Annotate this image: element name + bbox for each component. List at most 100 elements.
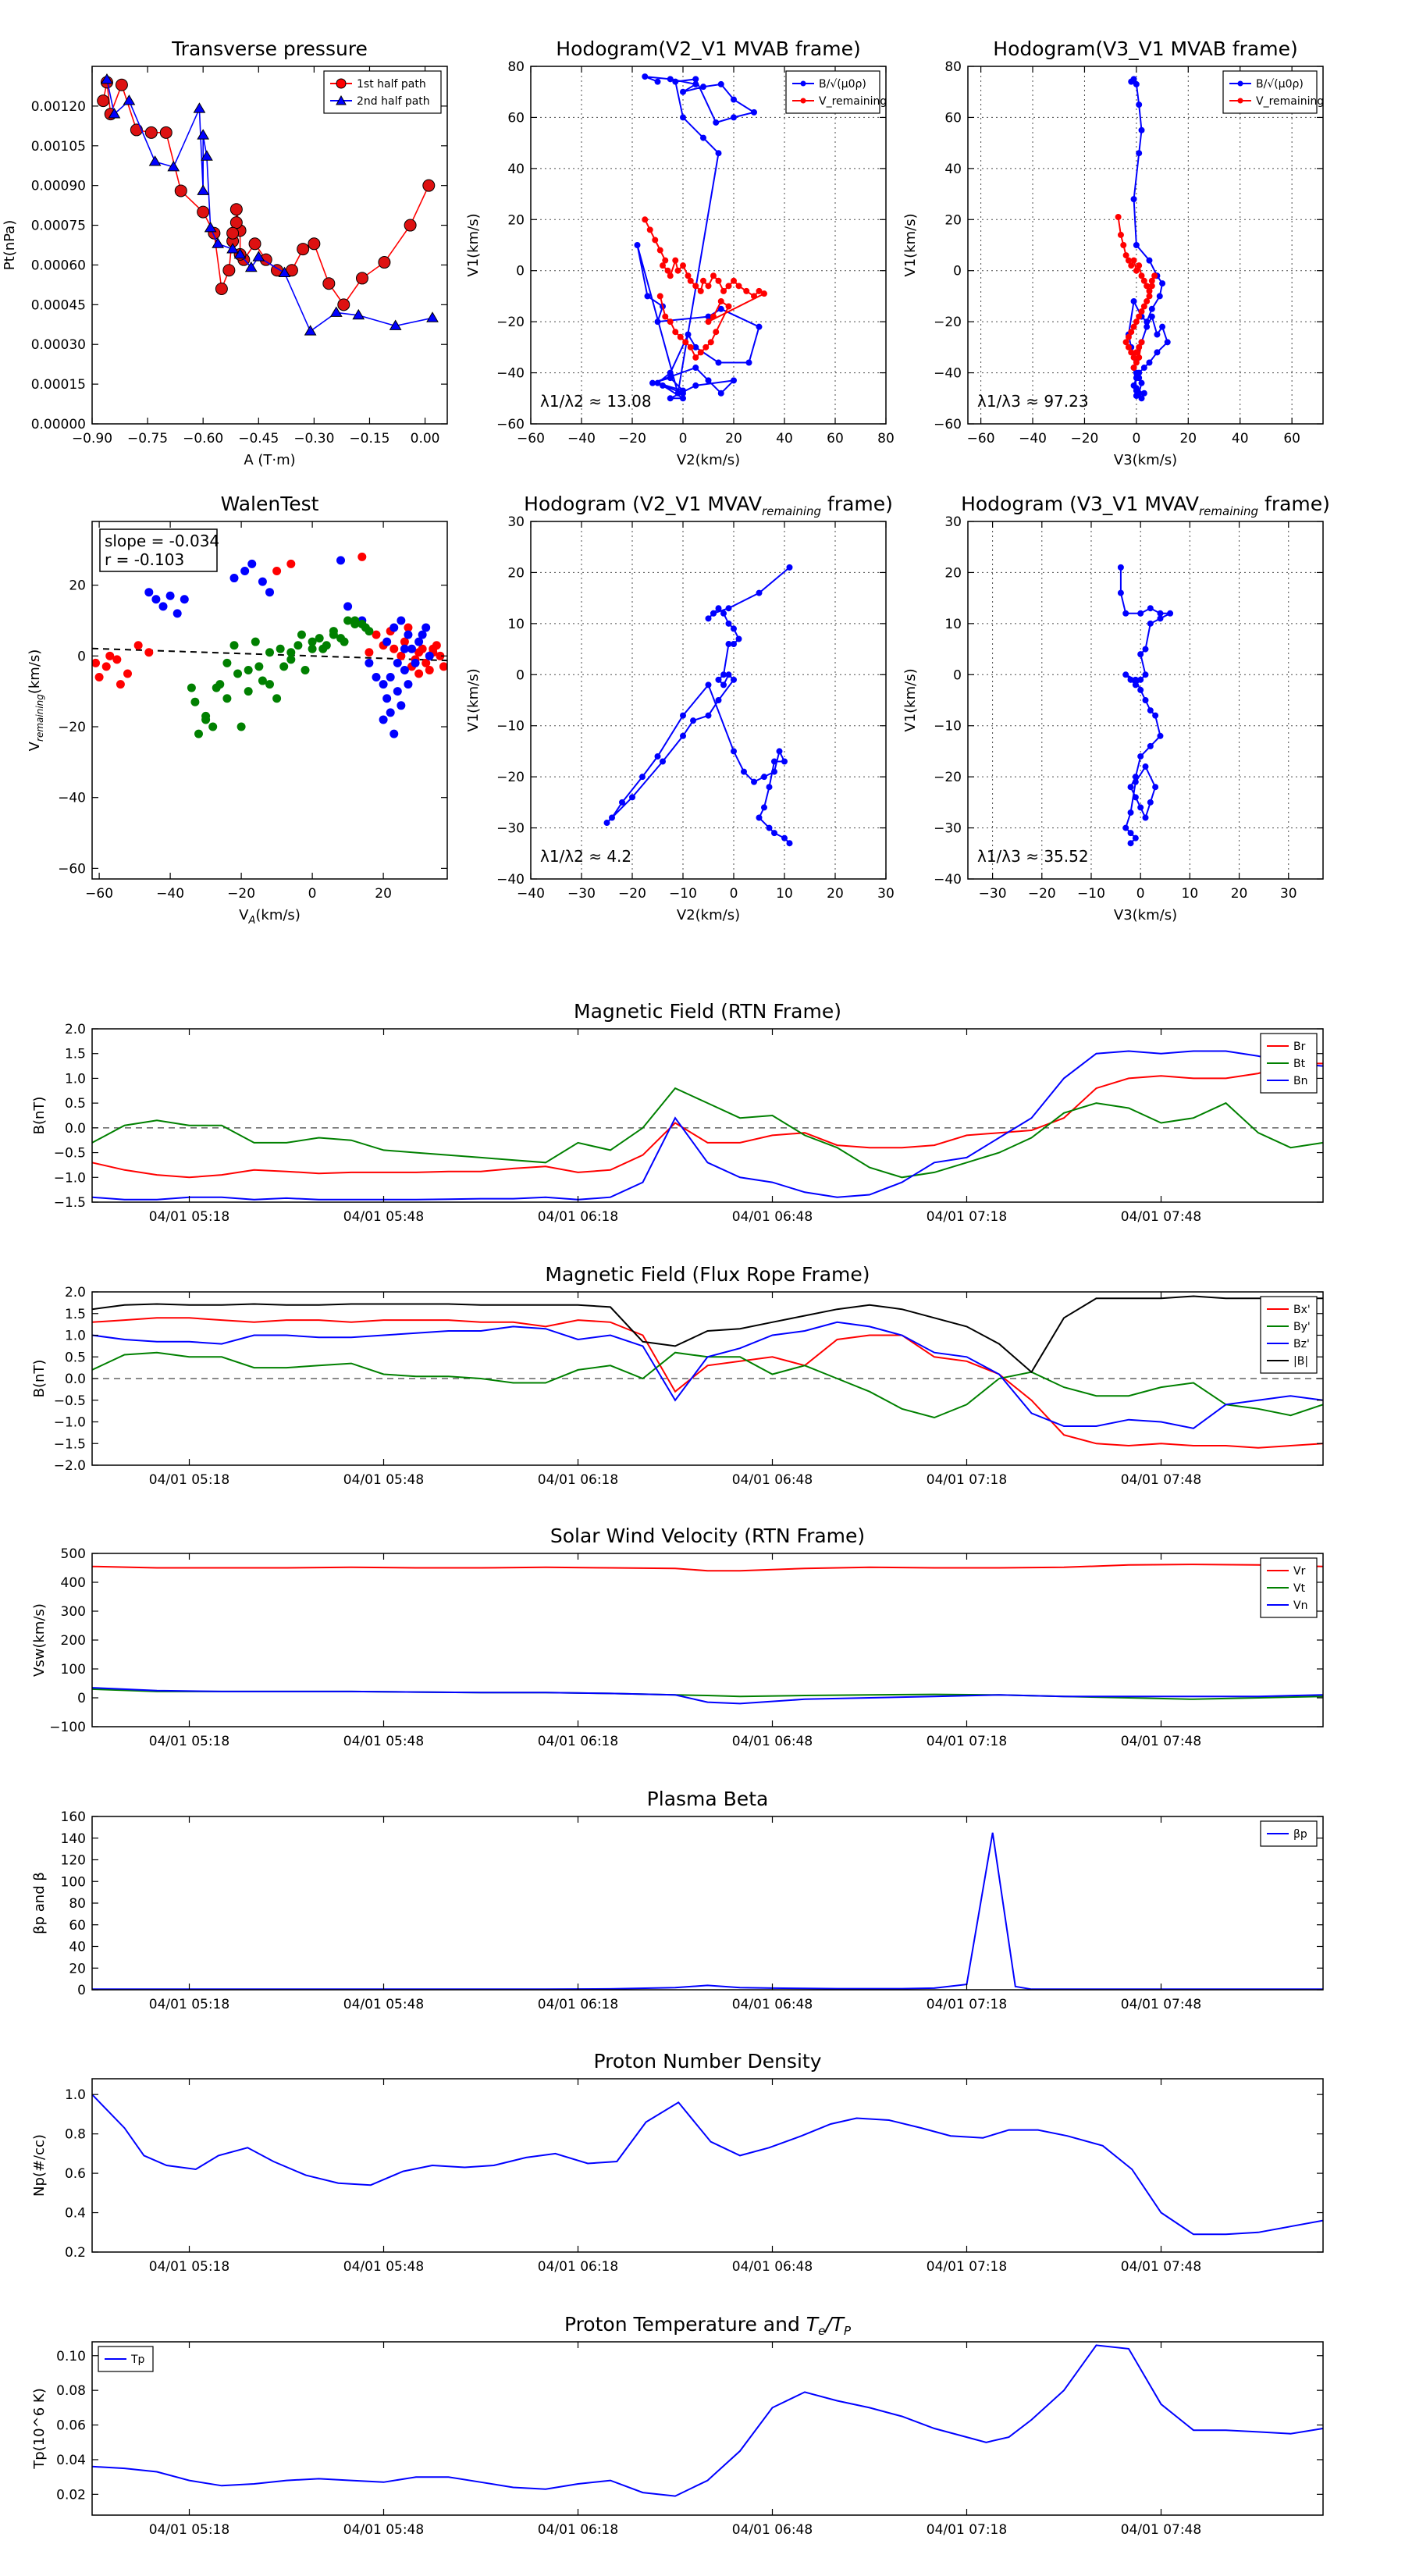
- legend-label: Bx': [1293, 1304, 1311, 1316]
- x-tick-label: 20: [1179, 431, 1197, 447]
- x-axis-label: V3(km/s): [1114, 452, 1177, 468]
- chart-velocity: Solar Wind Velocity (RTN Frame) 04/01 05:…: [31, 1525, 1324, 1749]
- y-tick-label: 10: [944, 617, 962, 632]
- data-point: [672, 257, 679, 264]
- series-line-Bx-: [92, 1317, 1323, 1449]
- data-point: [1167, 610, 1174, 617]
- data-point: [680, 390, 686, 397]
- data-point: [1140, 390, 1147, 397]
- data-point: [690, 717, 696, 724]
- y-tick-label: 0.00000: [31, 417, 86, 432]
- data-point: [278, 266, 291, 278]
- legend-label: By': [1293, 1321, 1311, 1333]
- x-tick-label: 04/01 05:48: [343, 2259, 424, 2275]
- y-tick-label: −20: [496, 315, 525, 330]
- data-point: [365, 648, 374, 657]
- data-point: [720, 610, 727, 617]
- data-point: [1140, 365, 1147, 372]
- data-point: [713, 329, 720, 336]
- data-point: [731, 277, 737, 284]
- data-point: [382, 694, 392, 703]
- data-point: [1151, 272, 1158, 279]
- x-tick-label: 40: [1232, 431, 1249, 447]
- data-point: [781, 758, 788, 765]
- data-point: [382, 637, 392, 646]
- y-tick-label: 80: [944, 59, 962, 75]
- data-point: [1127, 840, 1134, 847]
- data-point: [654, 753, 661, 760]
- data-point: [717, 80, 724, 87]
- data-point: [656, 247, 663, 254]
- y-tick-label: −40: [58, 791, 86, 806]
- data-point: [705, 313, 712, 320]
- data-point: [715, 605, 722, 612]
- data-point: [735, 283, 742, 290]
- x-tick-label: 04/01 06:18: [538, 1209, 618, 1225]
- y-tick-label: 20: [944, 565, 962, 581]
- fit-stats-box: [99, 528, 218, 572]
- data-point: [725, 620, 732, 627]
- data-point: [361, 623, 370, 632]
- data-point: [204, 221, 217, 233]
- series-line--B-: [92, 1295, 1323, 1374]
- y-tick-label: −1.5: [54, 1436, 86, 1452]
- data-point: [229, 216, 243, 229]
- data-point: [1130, 354, 1137, 361]
- y-tick-label: −30: [496, 821, 525, 837]
- data-point: [105, 651, 115, 660]
- data-point: [400, 644, 409, 653]
- legend-label: Bt: [1293, 1058, 1306, 1070]
- data-point: [1122, 824, 1129, 831]
- data-point: [642, 216, 649, 223]
- data-point: [662, 257, 669, 264]
- data-point: [644, 293, 651, 300]
- data-point: [715, 359, 722, 366]
- data-point: [174, 184, 187, 197]
- axes-frame: [530, 521, 887, 880]
- data-point: [1146, 287, 1153, 294]
- data-point: [337, 298, 350, 311]
- chart-title: Hodogram(V3_V1 MVAB frame): [993, 37, 1297, 60]
- x-label-rest: (km/s): [255, 907, 300, 923]
- data-point: [144, 648, 154, 657]
- y-tick-label: 0.0: [65, 1121, 86, 1137]
- data-point: [233, 669, 243, 678]
- data-point: [308, 237, 321, 251]
- data-point: [322, 277, 336, 290]
- data-point: [725, 283, 732, 290]
- data-point: [715, 676, 722, 683]
- data-point: [215, 282, 228, 295]
- data-point: [1164, 339, 1171, 346]
- y-tick-label: 0.00060: [31, 258, 86, 273]
- chart-title: Hodogram(V2_V1 MVAB frame): [556, 37, 860, 60]
- x-tick-label: 20: [827, 886, 844, 902]
- y-tick-label: 1.0: [65, 1329, 86, 1344]
- x-tick-label: −0.60: [183, 431, 223, 447]
- legend-label: B/√(μ0ρ): [1256, 78, 1304, 91]
- data-point: [233, 247, 247, 259]
- y-tick-label: 2.0: [65, 1022, 86, 1037]
- data-point: [720, 681, 727, 688]
- data-point: [272, 566, 282, 575]
- x-tick-label: 04/01 07:18: [927, 2259, 1007, 2275]
- legend-label: Vn: [1293, 1599, 1307, 1612]
- y-tick-label: 140: [61, 1831, 86, 1847]
- data-point: [1136, 262, 1143, 269]
- data-point: [222, 264, 236, 277]
- data-point: [707, 339, 714, 346]
- series-line-s0: [606, 567, 791, 844]
- chart-beta: Plasma Beta 04/01 05:18 04/01 05:48 04/01 0…: [31, 1788, 1324, 2012]
- x-axis-label: V3(km/s): [1114, 907, 1177, 923]
- y-tick-label: −60: [58, 861, 86, 877]
- data-point: [1137, 651, 1144, 658]
- plot-area: [603, 564, 793, 847]
- data-point: [1138, 379, 1145, 386]
- x-tick-label: 04/01 07:18: [927, 1472, 1007, 1488]
- data-point: [1115, 214, 1122, 221]
- data-point: [731, 748, 737, 755]
- data-point: [158, 602, 168, 611]
- data-point: [197, 184, 210, 195]
- data-point: [301, 665, 310, 674]
- y-tick-label: 80: [69, 1896, 86, 1912]
